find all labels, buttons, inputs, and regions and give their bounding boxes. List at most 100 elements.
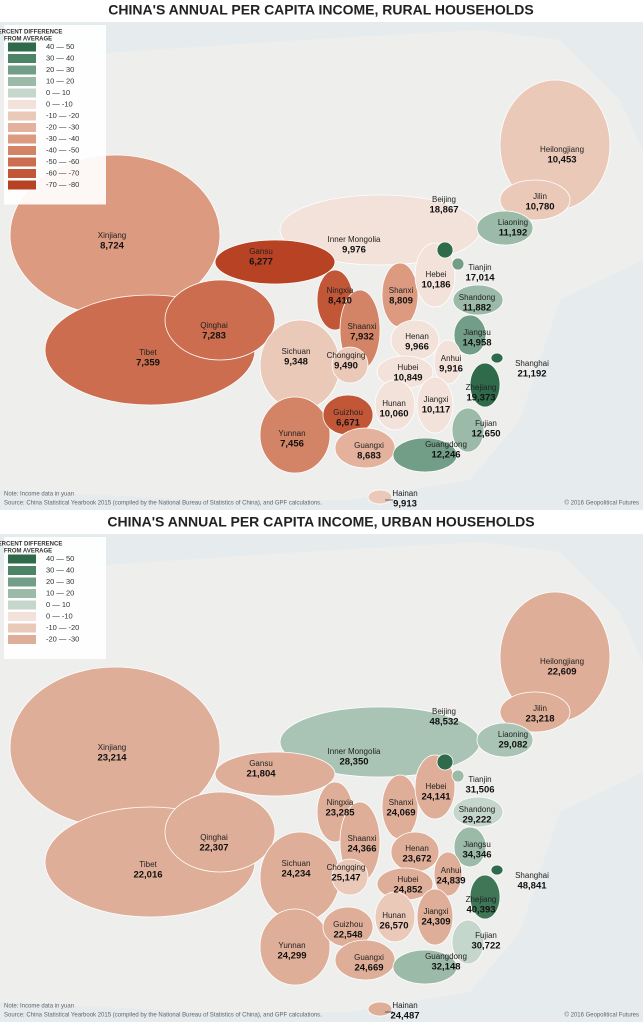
legend-swatch [8,635,36,644]
legend-swatch [8,77,36,86]
province-name: Guangdong [425,952,467,961]
province-name: Inner Mongolia [328,747,381,756]
province-name: Liaoning [498,218,528,227]
legend-label: -20 — -30 [46,122,79,131]
legend-label: 30 — 40 [46,53,74,62]
province-shape [451,407,485,453]
province-value: 8,410 [328,296,352,307]
province-shape [469,874,501,920]
province-value: 21,192 [517,369,546,380]
province-value: 48,532 [429,717,458,728]
legend-label: 0 — 10 [46,600,70,609]
province-shape [164,279,276,361]
province-name: Sichuan [282,347,311,356]
province-value: 24,309 [421,917,450,928]
province-name: Beijing [432,707,456,716]
province-value: 28,350 [339,757,368,768]
province-name: Inner Mongolia [328,235,381,244]
province-value: 24,366 [347,844,376,855]
legend-label: -60 — -70 [46,168,79,177]
legend-label: 10 — 20 [46,76,74,85]
province-shape [259,908,331,986]
province-shape [453,314,487,356]
province-value: 11,882 [463,303,492,314]
province-value: 9,916 [439,364,463,375]
credit: © 2016 Geopolitical Futures [565,500,639,507]
legend-label: 0 — -10 [46,611,73,620]
province-value: 23,672 [402,854,431,865]
province-name: Tianjin [468,775,491,784]
legend-swatch [8,180,36,190]
province-value: 34,346 [462,850,491,861]
legend-swatch [8,42,36,52]
province-value: 24,487 [390,1011,419,1022]
province-value: 10,849 [393,373,422,384]
province-shape [433,339,463,385]
province-value: 29,082 [498,740,527,751]
province-name: Jilin [533,192,547,201]
province-value: 7,456 [280,439,304,450]
province-shape [374,891,416,943]
legend-swatch [8,566,36,575]
province-name: Jiangxi [424,907,449,916]
province-name: Tibet [139,348,157,357]
province-value: 10,117 [422,405,451,416]
province-name: Ningxia [327,286,354,295]
province-name: Tibet [139,860,157,869]
province-shape [259,396,331,474]
province-name: Chongqing [327,863,366,872]
province-shape [367,489,393,505]
map-panel: CHINA'S ANNUAL PER CAPITA INCOME, URBAN … [0,514,643,1022]
province-name: Hainan [392,489,417,498]
province-shape [367,1001,393,1017]
legend-title: FROM AVERAGE [4,549,52,555]
province-name: Xinjiang [98,231,126,240]
legend-swatch [8,169,36,178]
province-value: 19,373 [466,393,495,404]
province-shape [452,796,504,828]
province-name: Guizhou [333,920,363,929]
province-name: Heilongjiang [540,657,584,666]
province-value: 10,780 [525,202,554,213]
legend-swatch [8,88,36,98]
province-shape [451,257,465,271]
province-name: Shandong [459,805,495,814]
province-value: 24,234 [281,869,311,880]
province-shape [214,751,336,797]
province-value: 9,490 [334,361,358,372]
province-shape [451,919,485,965]
province-name: Guangxi [354,441,384,450]
province-name: Jiangxi [424,395,449,404]
legend-label: -50 — -60 [46,157,79,166]
province-name: Guangxi [354,953,384,962]
legend-label: 20 — 30 [46,65,74,74]
province-value: 7,283 [202,331,226,342]
province-value: 25,147 [331,873,360,884]
note: Note: Income data in yuan [4,1004,74,1010]
source: Source: China Statistical Yearbook 2015 … [4,1013,322,1019]
province-name: Jilin [533,704,547,713]
province-shape [334,939,396,981]
province-value: 9,913 [393,499,417,510]
province-shape [331,346,369,384]
province-value: 23,285 [325,808,355,819]
province-value: 17,014 [465,273,495,284]
province-value: 7,359 [136,358,160,369]
province-shape [334,427,396,469]
province-value: 30,722 [471,941,500,952]
province-value: 10,453 [547,155,576,166]
province-name: Xinjiang [98,743,126,752]
legend-swatch [8,123,36,132]
province-shape [451,769,465,783]
province-shape [392,949,458,985]
province-value: 24,069 [386,808,415,819]
province-value: 9,976 [342,245,366,256]
province-name: Fujian [475,419,497,428]
province-value: 9,348 [284,357,308,368]
province-shape [414,754,456,820]
credit: © 2016 Geopolitical Futures [565,1012,639,1019]
province-name: Hebei [426,270,447,279]
legend-label: 10 — 20 [46,588,74,597]
